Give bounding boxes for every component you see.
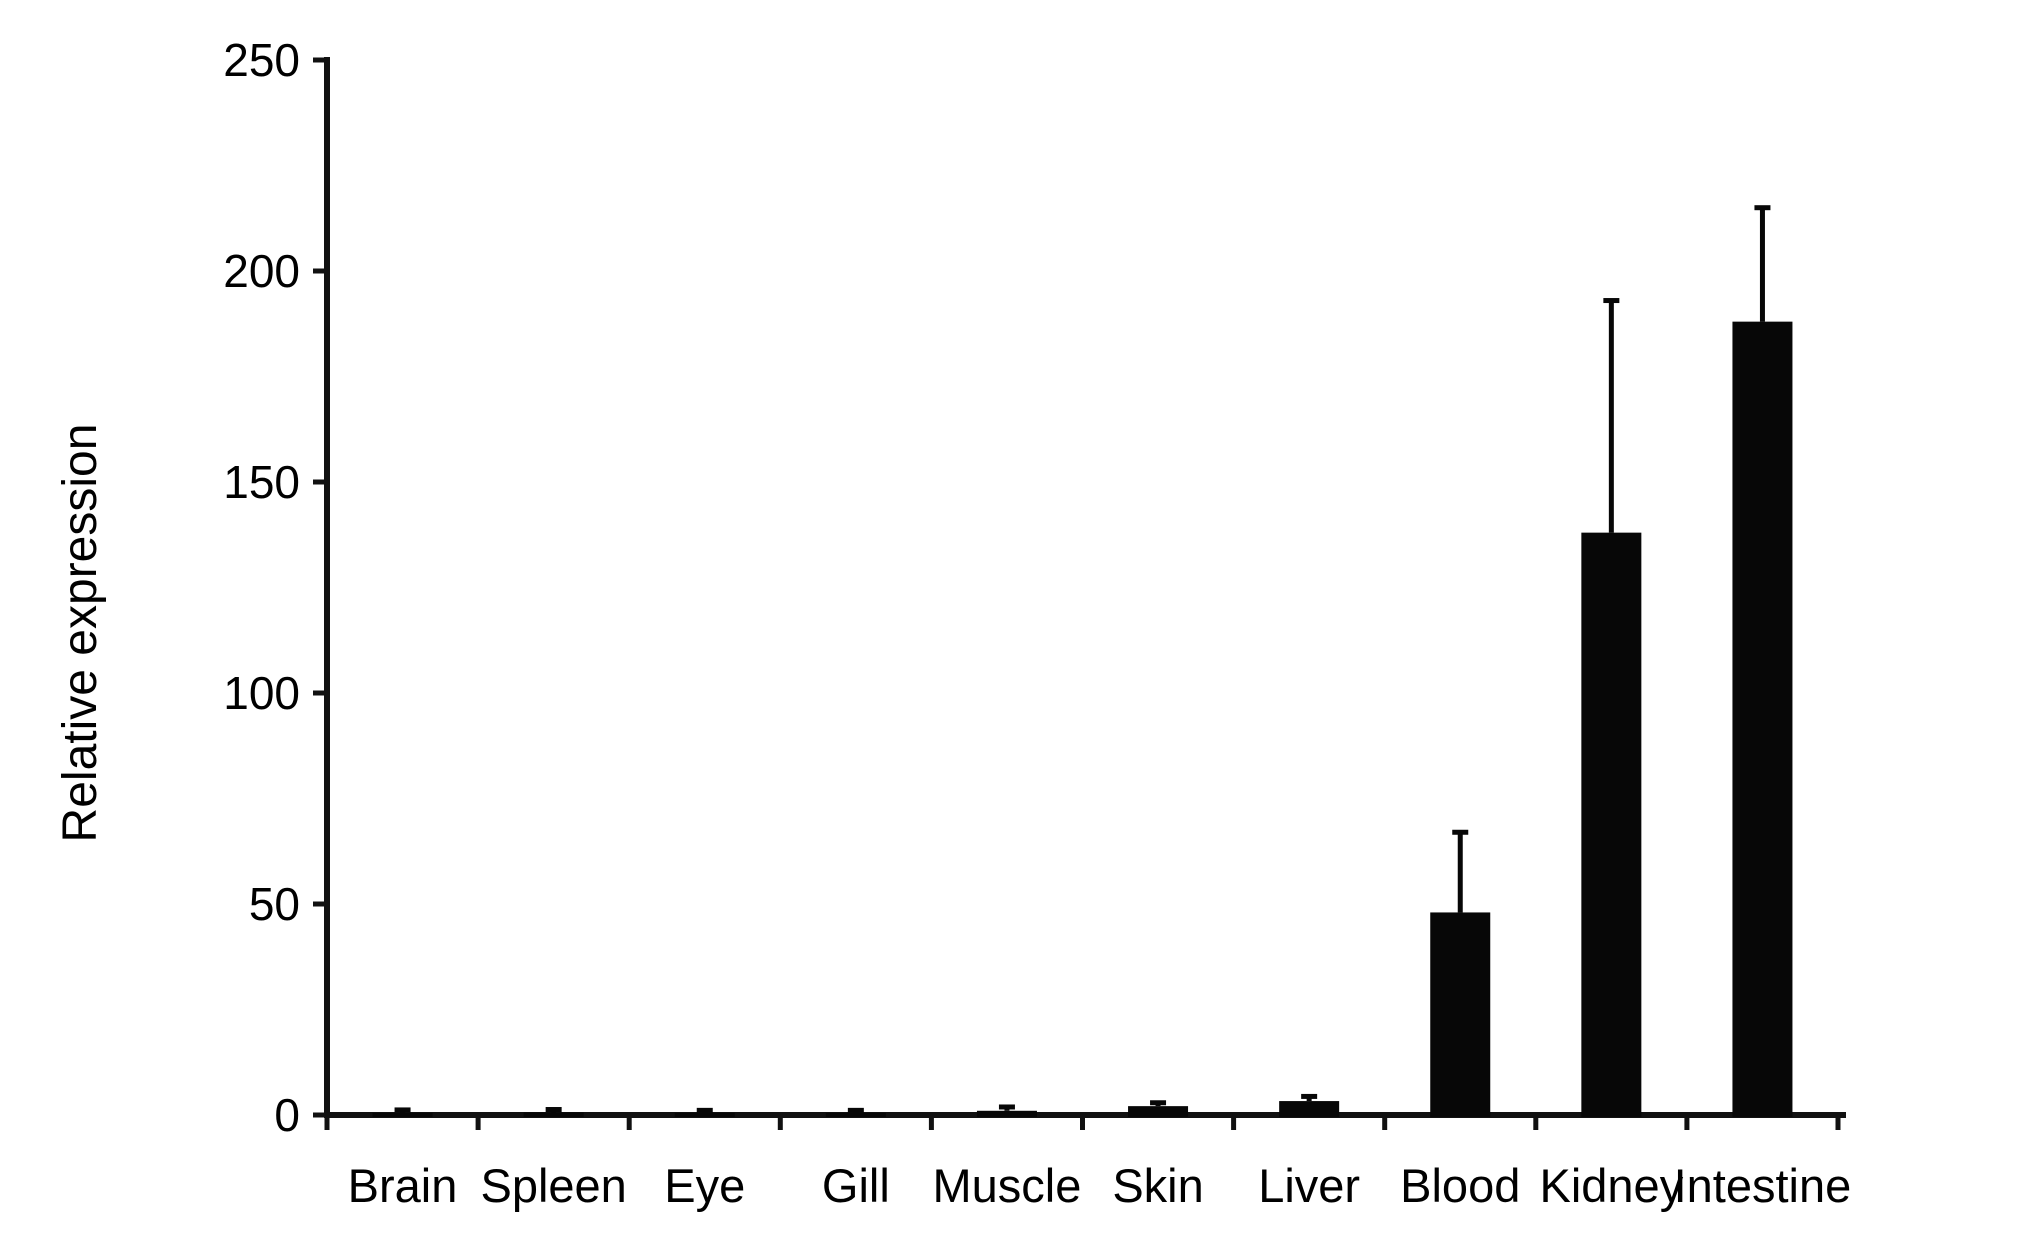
x-axis-line [324, 1112, 1846, 1118]
y-tick-label: 0 [274, 1089, 300, 1141]
bar-muscle [976, 1110, 1037, 1117]
x-tick [1231, 1118, 1237, 1130]
error-cap-gill [847, 1107, 864, 1113]
error-bar-kidney [1608, 300, 1614, 533]
x-tick [1382, 1118, 1388, 1130]
x-category-label-muscle: Muscle [933, 1159, 1082, 1212]
error-cap-eye [696, 1107, 713, 1113]
x-category-label-blood: Blood [1400, 1159, 1520, 1212]
error-cap-blood [1452, 829, 1469, 835]
bar-intestine [1732, 321, 1793, 1117]
x-tick [475, 1118, 481, 1130]
y-axis-title: Relative expression [54, 424, 107, 843]
bar-eye [674, 1112, 735, 1117]
y-tick [313, 479, 327, 485]
x-tick [1684, 1118, 1690, 1130]
error-cap-liver [1301, 1093, 1318, 1099]
bar-brain [372, 1112, 433, 1117]
error-cap-intestine [1754, 205, 1771, 211]
bar-spleen [523, 1112, 584, 1117]
x-category-label-skin: Skin [1112, 1159, 1203, 1212]
x-tick [1533, 1118, 1539, 1130]
x-tick [324, 1118, 330, 1130]
x-tick [928, 1118, 934, 1130]
y-tick [313, 690, 327, 696]
error-cap-brain [394, 1107, 411, 1113]
error-cap-kidney [1603, 298, 1620, 304]
y-tick-label: 150 [223, 456, 300, 508]
x-category-label-brain: Brain [348, 1159, 458, 1212]
error-cap-skin [1150, 1100, 1167, 1106]
error-cap-muscle [998, 1104, 1015, 1110]
y-tick [313, 57, 327, 63]
y-tick-label: 250 [223, 34, 300, 86]
x-category-label-gill: Gill [822, 1159, 890, 1212]
y-tick [313, 1112, 327, 1118]
x-category-label-kidney: Kidney [1539, 1159, 1683, 1212]
error-bar-blood [1457, 832, 1463, 913]
error-cap-spleen [545, 1107, 562, 1113]
y-tick-label: 100 [223, 667, 300, 719]
error-bar-intestine [1759, 207, 1765, 322]
x-category-label-eye: Eye [664, 1159, 745, 1212]
bar-gill [825, 1112, 886, 1117]
x-tick [777, 1118, 783, 1130]
axes-group [313, 57, 1846, 1130]
x-tick [1080, 1118, 1085, 1130]
x-tick [626, 1118, 632, 1130]
y-tick-label: 50 [249, 878, 300, 930]
bar-blood [1430, 912, 1491, 1117]
y-tick [313, 901, 327, 907]
bar-liver [1279, 1101, 1340, 1117]
y-tick [313, 268, 327, 274]
y-tick-label: 200 [223, 245, 300, 297]
x-category-label-liver: Liver [1258, 1159, 1360, 1212]
bar-kidney [1581, 532, 1642, 1117]
bars-group [372, 205, 1793, 1117]
x-category-label-spleen: Spleen [480, 1159, 626, 1212]
labels-group: 0 50 100 150 200 250 Brain Spleen Eye Gill Muscle S… [223, 34, 1851, 1212]
x-tick [1835, 1118, 1841, 1130]
x-category-label-intestine: Intestine [1674, 1159, 1852, 1212]
y-axis-line [324, 57, 330, 1118]
bar-skin [1128, 1106, 1189, 1117]
